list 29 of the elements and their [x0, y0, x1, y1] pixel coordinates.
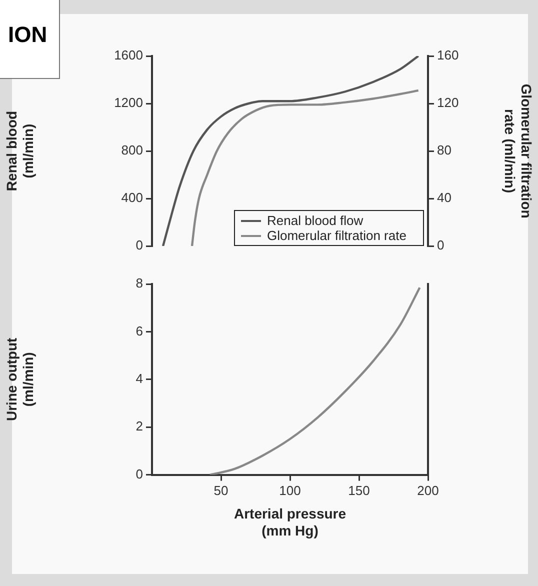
y-tick-label: 8: [136, 276, 143, 291]
x-tick-label: 100: [279, 483, 301, 498]
y-tick-label: 1600: [114, 48, 143, 63]
y-tick-label: 2: [136, 418, 143, 434]
x-tick-label: 50: [214, 483, 228, 498]
y-tick-label: 0: [136, 466, 143, 482]
y-tick-label: 800: [121, 142, 143, 158]
legend-label: Renal blood flow: [267, 213, 364, 228]
y-axis-title: Urine output (ml/min): [3, 337, 36, 422]
y2-tick-label: 40: [437, 190, 452, 206]
chart-title: ION: [0, 0, 60, 79]
legend-label: Glomerular filtration rate: [267, 228, 408, 243]
y2-tick-label: 120: [437, 95, 459, 110]
x-tick-label: 150: [348, 483, 370, 498]
y2-tick-label: 80: [437, 142, 452, 158]
x-axis-title: Arterial pressure (mm Hg): [234, 506, 346, 538]
y2-axis-title: Glomerular filtration rate (ml/min): [502, 84, 535, 218]
y-tick-label: 6: [136, 323, 143, 338]
line-series: [162, 56, 420, 246]
y-axis-title: Renal blood (ml/min): [3, 110, 36, 192]
y-tick-label: 1200: [114, 95, 143, 110]
y2-tick-label: 0: [437, 238, 444, 253]
y-tick-label: 400: [121, 190, 143, 206]
line-series: [208, 286, 421, 475]
line-series: [190, 89, 420, 246]
y-tick-label: 4: [136, 370, 143, 386]
x-tick-label: 200: [417, 483, 439, 498]
y-tick-label: 0: [136, 238, 143, 253]
y2-tick-label: 160: [437, 48, 459, 63]
